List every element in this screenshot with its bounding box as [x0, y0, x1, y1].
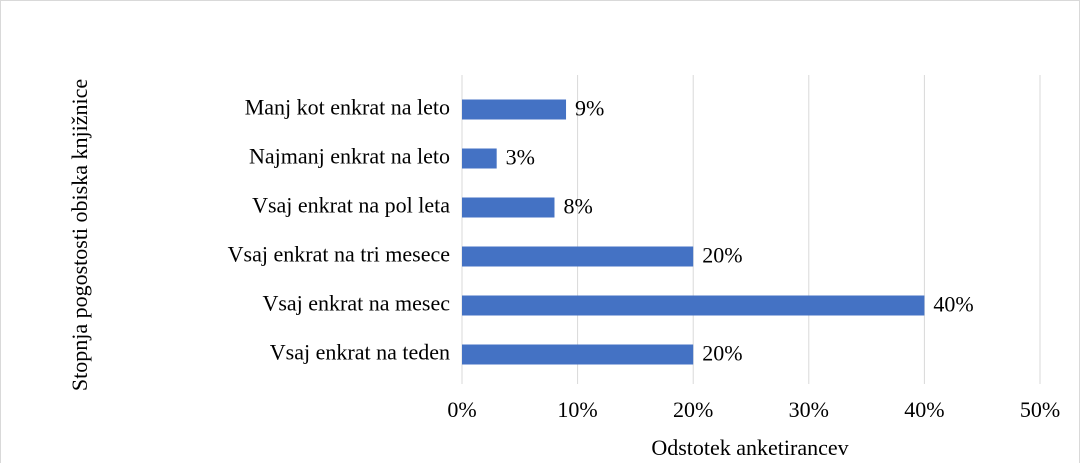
- data-label: 20%: [702, 341, 742, 366]
- x-axis-title: Odstotek anketirancev: [651, 435, 848, 460]
- bar: [462, 99, 567, 120]
- y-axis-title: Stopnja pogostosti obiska knjižnice: [67, 78, 92, 392]
- y-tick-label: Najmanj enkrat na leto: [249, 144, 450, 169]
- data-label: 8%: [563, 194, 592, 219]
- x-tick-label: 10%: [557, 397, 597, 422]
- x-tick-label: 50%: [1020, 397, 1060, 422]
- y-tick-label: Vsaj enkrat na tri mesece: [228, 242, 450, 267]
- y-tick-label: Manj kot enkrat na leto: [245, 95, 450, 120]
- x-tick-label: 20%: [673, 397, 713, 422]
- bar: [462, 197, 555, 218]
- x-tick-label: 40%: [904, 397, 944, 422]
- y-tick-label: Vsaj enkrat na pol leta: [252, 193, 450, 218]
- bar: [462, 295, 925, 316]
- x-tick-label: 30%: [789, 397, 829, 422]
- y-tick-label: Vsaj enkrat na mesec: [262, 291, 450, 316]
- x-tick-label: 0%: [447, 397, 476, 422]
- y-tick-label: Vsaj enkrat na teden: [270, 340, 450, 365]
- data-label: 3%: [506, 145, 535, 170]
- bar: [462, 148, 497, 169]
- bar: [462, 344, 694, 365]
- bar: [462, 246, 694, 267]
- data-label: 20%: [702, 243, 742, 268]
- data-label: 40%: [933, 292, 973, 317]
- data-label: 9%: [575, 96, 604, 121]
